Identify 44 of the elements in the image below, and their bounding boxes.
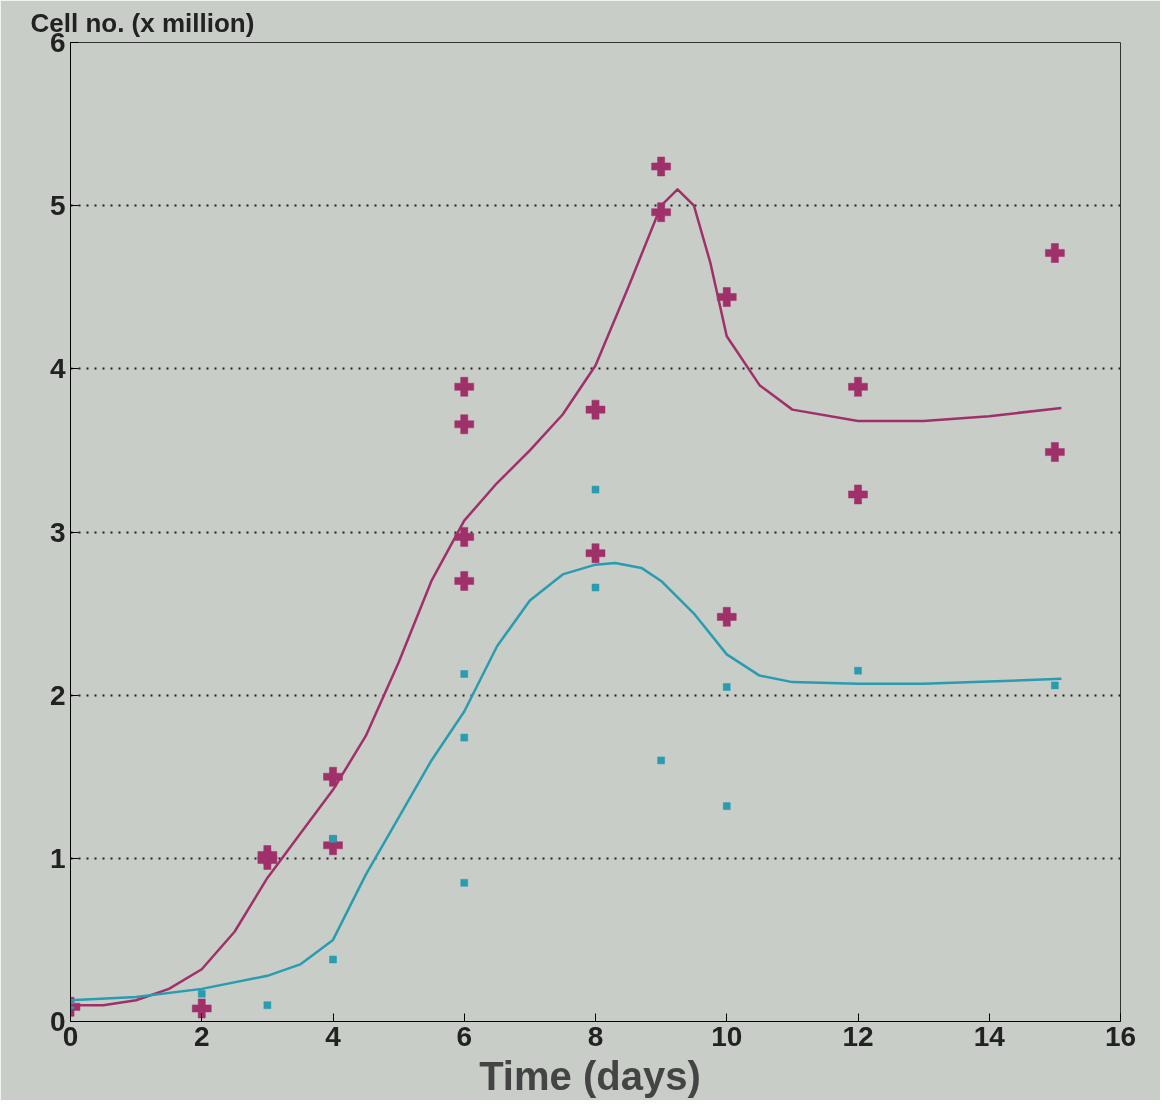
point: [460, 733, 468, 742]
point: [192, 998, 212, 1019]
point: [329, 835, 337, 843]
point: [323, 767, 343, 787]
point: [460, 879, 468, 887]
point: [454, 377, 474, 397]
point: [198, 990, 206, 998]
x-tick-label: 4: [325, 1020, 342, 1052]
point: [717, 607, 737, 627]
x-tick-label: 6: [456, 1020, 473, 1052]
point: [1045, 442, 1065, 462]
point: [591, 485, 600, 494]
point: [454, 571, 474, 591]
point: [723, 802, 731, 810]
point: [723, 683, 731, 691]
point: [848, 377, 868, 397]
x-tick-label: 10: [711, 1020, 743, 1052]
point: [1051, 681, 1059, 690]
y-tick-label: 2: [49, 679, 66, 711]
point: [257, 850, 278, 870]
point: [657, 756, 665, 765]
x-tick-label: 14: [973, 1020, 1006, 1052]
y-tick-label: 4: [49, 353, 66, 385]
y-tick-label: 1: [49, 842, 66, 874]
point: [591, 583, 600, 592]
point: [585, 399, 606, 420]
y-tick-label: 5: [49, 190, 66, 222]
x-tick-label: 8: [587, 1020, 604, 1052]
x-tick-label: 12: [842, 1020, 874, 1052]
point: [329, 955, 337, 964]
point: [585, 543, 606, 563]
point: [1045, 243, 1065, 263]
x-axis-title: Time (days): [479, 1053, 701, 1098]
x-tick-label: 16: [1104, 1020, 1137, 1052]
point: [454, 414, 474, 435]
x-tick-label: 2: [193, 1020, 210, 1052]
point: [454, 527, 474, 547]
y-tick-label: 3: [49, 516, 66, 548]
point: [854, 666, 862, 675]
point: [651, 156, 671, 177]
point: [848, 484, 868, 505]
point: [263, 1001, 272, 1009]
point: [460, 670, 468, 678]
point: [717, 287, 737, 307]
